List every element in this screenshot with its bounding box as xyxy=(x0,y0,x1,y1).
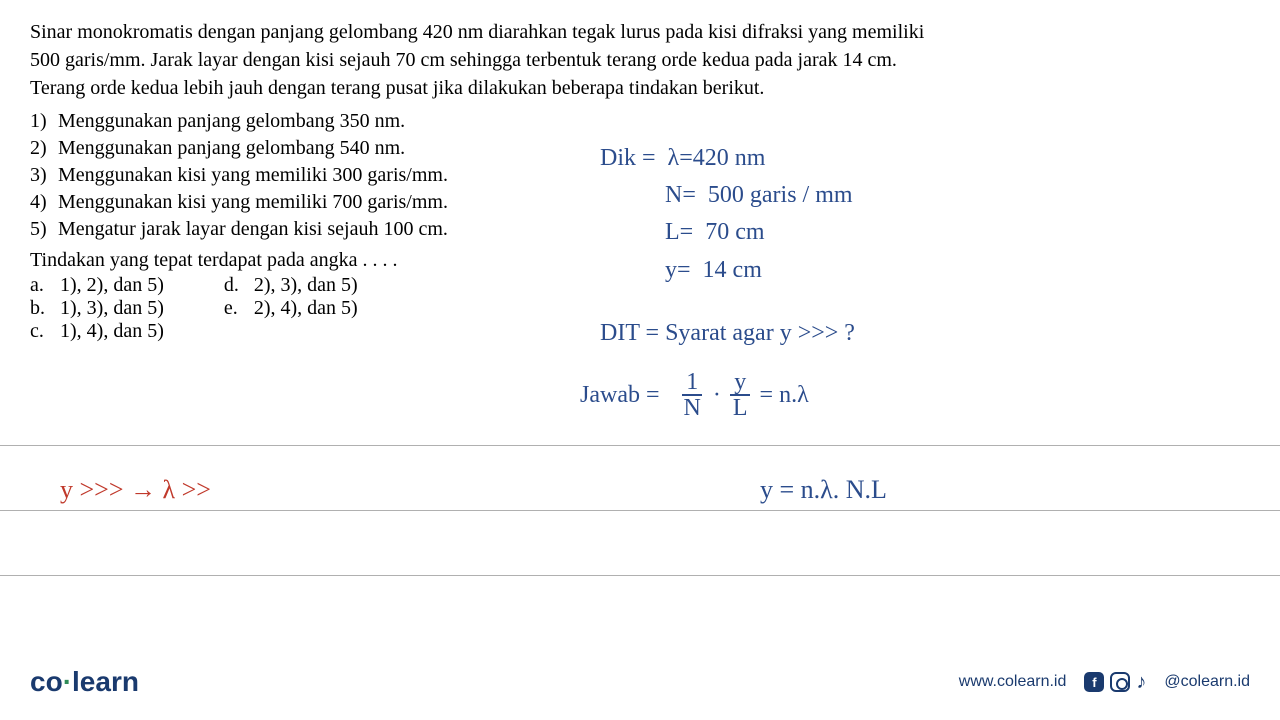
handwritten-answer: Jawab = 1N · yL = n.λ xyxy=(580,370,809,420)
var-label: L xyxy=(665,214,680,251)
list-item: Menggunakan panjang gelombang 540 nm. xyxy=(58,135,405,162)
option-text: 1), 2), dan 5) xyxy=(60,274,164,297)
var-value: 14 cm xyxy=(703,252,762,289)
ruled-line xyxy=(0,445,1280,446)
list-item: Menggunakan panjang gelombang 350 nm. xyxy=(58,108,405,135)
list-item: Mengatur jarak layar dengan kisi sejauh … xyxy=(58,216,448,243)
instagram-icon xyxy=(1110,672,1130,692)
ruled-line xyxy=(0,510,1280,511)
option-text: 2), 3), dan 5) xyxy=(254,274,358,297)
list-item: Menggunakan kisi yang memiliki 300 garis… xyxy=(58,162,448,189)
option-letter: d. xyxy=(224,274,254,297)
option-letter: a. xyxy=(30,274,60,297)
handwritten-red-note: y >>> → λ >> xyxy=(60,475,211,505)
option-text: 1), 3), dan 5) xyxy=(60,297,164,320)
jawab-label: Jawab = xyxy=(580,382,660,409)
option-letter: e. xyxy=(224,297,254,320)
footer-bar: co·learn www.colearn.id f ♪ @colearn.id xyxy=(0,666,1280,698)
problem-statement: Sinar monokromatis dengan panjang gelomb… xyxy=(30,18,950,102)
var-value: 70 cm xyxy=(705,214,764,251)
var-value: 420 nm xyxy=(693,140,766,177)
option-text: 1), 4), dan 5) xyxy=(60,320,164,343)
colearn-logo: co·learn xyxy=(30,666,139,698)
fraction-2: yL xyxy=(729,370,752,420)
list-num: 1) xyxy=(30,108,58,135)
social-icons: f ♪ xyxy=(1084,671,1146,694)
tiktok-icon: ♪ xyxy=(1136,671,1146,694)
list-item: Menggunakan kisi yang memiliki 700 garis… xyxy=(58,189,448,216)
footer-handle: @colearn.id xyxy=(1164,673,1250,691)
dik-label: Dik = xyxy=(600,140,656,177)
option-letter: c. xyxy=(30,320,60,343)
list-num: 5) xyxy=(30,216,58,243)
footer-url: www.colearn.id xyxy=(959,673,1067,691)
list-num: 2) xyxy=(30,135,58,162)
list-num: 4) xyxy=(30,189,58,216)
var-label: y xyxy=(665,252,677,289)
option-letter: b. xyxy=(30,297,60,320)
var-value: 500 garis / mm xyxy=(708,177,853,214)
facebook-icon: f xyxy=(1084,672,1104,692)
var-label: N xyxy=(665,177,682,214)
fraction-1: 1N xyxy=(680,370,705,420)
handwritten-formula: y = n.λ. N.L xyxy=(760,475,887,505)
handwritten-asked: DIT = Syarat agar y >>> ? xyxy=(600,320,855,347)
var-label: λ xyxy=(668,140,680,177)
list-num: 3) xyxy=(30,162,58,189)
handwritten-given: Dik = λ = 420 nm N = 500 garis / mm L = … xyxy=(600,140,853,289)
option-text: 2), 4), dan 5) xyxy=(254,297,358,320)
equation-rhs: = n.λ xyxy=(760,382,809,409)
ruled-line xyxy=(0,575,1280,576)
